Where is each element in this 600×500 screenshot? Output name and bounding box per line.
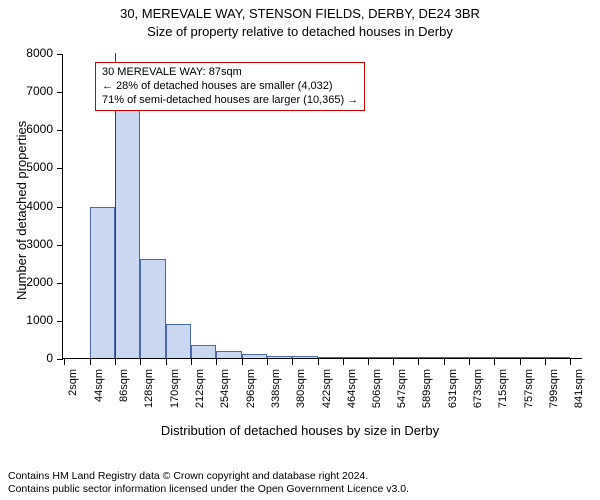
x-tick [520, 359, 521, 365]
histogram-bar [242, 354, 267, 358]
x-tick-label: 589sqm [421, 369, 433, 413]
histogram-bar [216, 351, 241, 358]
histogram-bar [115, 97, 140, 358]
x-tick-label: 799sqm [548, 369, 560, 413]
histogram-bar [368, 357, 393, 358]
histogram-bar [444, 357, 469, 358]
x-tick [545, 359, 546, 365]
annotation-box: 30 MEREVALE WAY: 87sqm ← 28% of detached… [95, 62, 365, 111]
x-tick-label: 170sqm [169, 369, 181, 413]
x-tick [444, 359, 445, 365]
histogram-bar [545, 357, 570, 358]
x-tick-label: 841sqm [573, 369, 585, 413]
chart-title: 30, MEREVALE WAY, STENSON FIELDS, DERBY,… [0, 6, 600, 21]
x-tick [343, 359, 344, 365]
histogram-bar [140, 259, 165, 358]
y-tick-label: 1000 [17, 313, 53, 327]
y-tick [57, 283, 63, 284]
x-tick [140, 359, 141, 365]
histogram-bar [520, 357, 545, 358]
y-tick-label: 7000 [17, 84, 53, 98]
chart-stage: 30, MEREVALE WAY, STENSON FIELDS, DERBY,… [0, 0, 600, 500]
footer-attribution: Contains HM Land Registry data © Crown c… [0, 470, 409, 496]
x-tick [64, 359, 65, 365]
x-tick [292, 359, 293, 365]
histogram-bar [343, 357, 368, 358]
x-tick [393, 359, 394, 365]
x-tick-label: 422sqm [321, 369, 333, 413]
x-tick-label: 673sqm [472, 369, 484, 413]
histogram-bar [418, 357, 443, 358]
y-tick [57, 245, 63, 246]
x-tick [90, 359, 91, 365]
x-tick-label: 715sqm [497, 369, 509, 413]
histogram-bar [318, 357, 343, 358]
annotation-line-1: 30 MEREVALE WAY: 87sqm [102, 66, 358, 80]
y-tick [57, 359, 63, 360]
x-tick [469, 359, 470, 365]
chart-subtitle: Size of property relative to detached ho… [0, 24, 600, 39]
x-tick-label: 338sqm [270, 369, 282, 413]
x-tick [494, 359, 495, 365]
x-tick-label: 547sqm [396, 369, 408, 413]
x-tick-label: 44sqm [93, 369, 105, 413]
histogram-bar [292, 356, 317, 358]
x-tick [191, 359, 192, 365]
annotation-line-3: 71% of semi-detached houses are larger (… [102, 94, 358, 108]
y-tick [57, 54, 63, 55]
x-tick-label: 212sqm [194, 369, 206, 413]
y-tick-label: 4000 [17, 199, 53, 213]
x-tick-label: 296sqm [245, 369, 257, 413]
y-tick-label: 8000 [17, 46, 53, 60]
y-tick-label: 2000 [17, 275, 53, 289]
annotation-line-2: ← 28% of detached houses are smaller (4,… [102, 80, 358, 94]
x-tick [368, 359, 369, 365]
histogram-bar [494, 357, 519, 358]
footer-line-1: Contains HM Land Registry data © Crown c… [8, 470, 409, 483]
x-tick-label: 2sqm [67, 369, 79, 413]
y-tick-label: 3000 [17, 237, 53, 251]
x-tick-label: 254sqm [219, 369, 231, 413]
histogram-bar [166, 324, 191, 358]
histogram-bar [267, 356, 292, 358]
y-tick [57, 207, 63, 208]
x-tick-label: 128sqm [143, 369, 155, 413]
x-tick-label: 506sqm [371, 369, 383, 413]
y-tick-label: 0 [17, 351, 53, 365]
y-tick [57, 321, 63, 322]
y-tick-label: 5000 [17, 160, 53, 174]
x-tick [242, 359, 243, 365]
histogram-bar [90, 207, 115, 358]
x-tick-label: 757sqm [523, 369, 535, 413]
x-tick [115, 359, 116, 365]
x-axis-label: Distribution of detached houses by size … [0, 423, 600, 438]
y-tick [57, 92, 63, 93]
histogram-bar [469, 357, 494, 358]
x-tick [216, 359, 217, 365]
x-tick [318, 359, 319, 365]
x-tick [570, 359, 571, 365]
x-tick [418, 359, 419, 365]
histogram-bar [393, 357, 418, 358]
footer-line-2: Contains public sector information licen… [8, 483, 409, 496]
x-tick [166, 359, 167, 365]
histogram-bar [191, 345, 216, 358]
x-tick-label: 380sqm [295, 369, 307, 413]
y-tick-label: 6000 [17, 122, 53, 136]
x-tick-label: 464sqm [346, 369, 358, 413]
x-tick-label: 631sqm [447, 369, 459, 413]
x-tick [267, 359, 268, 365]
y-tick [57, 168, 63, 169]
x-tick-label: 86sqm [118, 369, 130, 413]
y-tick [57, 130, 63, 131]
